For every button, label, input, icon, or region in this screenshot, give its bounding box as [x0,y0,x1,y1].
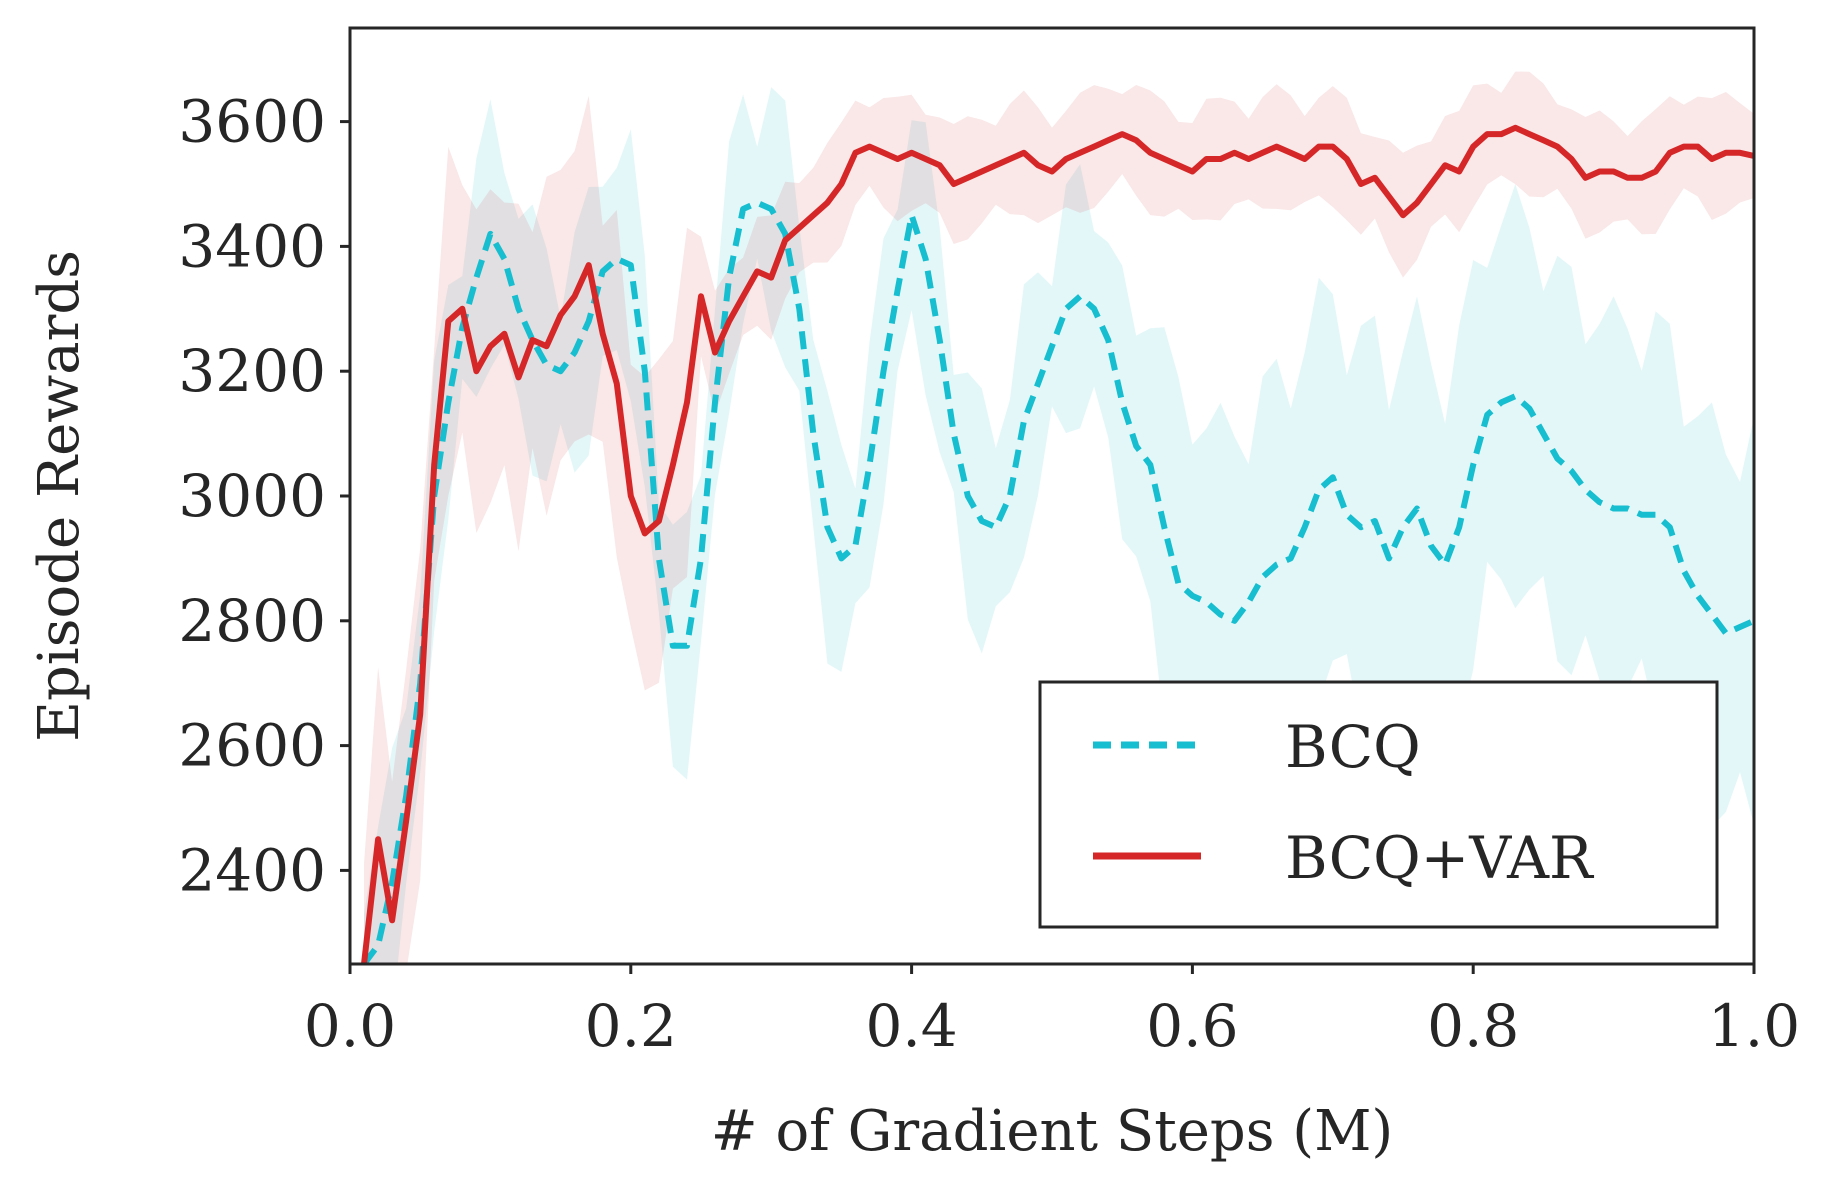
legend: BCQ BCQ+VAR [1038,680,1719,929]
y-tick-label: 2800 [178,587,326,655]
x-tick-label: 1.0 [1708,992,1800,1060]
legend-label-bcq-var: BCQ+VAR [1285,824,1595,892]
axis-ticks: 0.0 0.2 0.4 0.6 0.8 1.0 2400 2600 2800 3000 3200 34… [178,88,1800,1060]
x-tick-label: 0.6 [1146,992,1238,1060]
x-tick-label: 0.8 [1427,992,1519,1060]
y-tick-label: 2600 [178,712,326,780]
x-tick-label: 0.0 [304,992,396,1060]
legend-label-bcq: BCQ [1285,713,1421,781]
band-bcq-var [364,71,1754,964]
y-tick-label: 3400 [178,212,326,280]
y-axis-title: Episode Rewards [27,250,92,742]
confidence-bands [364,71,1754,964]
x-axis-title: # of Gradient Steps (M) [711,1099,1394,1164]
series-lines [361,124,1754,964]
band-bcq [364,87,1754,964]
y-tick-label: 3200 [178,337,326,405]
x-tick-label: 0.4 [865,992,957,1060]
x-tick-label: 0.2 [585,992,677,1060]
legend-box [1038,680,1719,929]
y-tick-label: 2400 [178,836,326,904]
y-tick-label: 3600 [178,88,326,156]
series-line-bcq-var [361,124,1754,964]
y-tick-label: 3000 [178,462,326,530]
